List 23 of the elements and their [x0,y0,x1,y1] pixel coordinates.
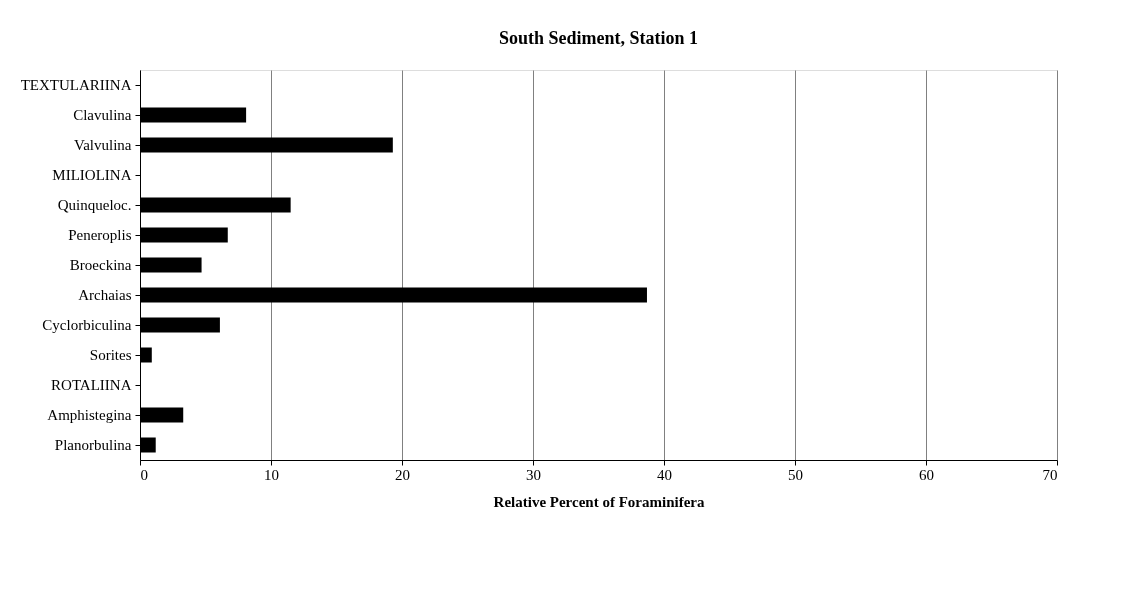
y-tick-label: Cyclorbiculina [42,317,132,333]
y-tick-label: TEXTULARIINA [20,77,132,93]
x-axis-title: Relative Percent of Foraminifera [493,493,705,510]
y-tick-label: Peneroplis [68,227,132,243]
x-tick-label: 70 [1042,466,1058,483]
y-tick-label: Broeckina [69,257,132,273]
x-tick-label: 40 [657,466,672,483]
x-tick-label: 0 [140,466,148,483]
x-tick-label: 10 [264,466,279,483]
y-tick-label: Quinqueloc. [57,197,132,213]
y-tick-label: Archaias [78,287,132,303]
y-tick-label: Amphistegina [47,407,132,423]
x-tick-label: 30 [526,466,541,483]
chart-title: South Sediment, Station 1 [498,28,699,48]
y-tick-label: Clavulina [73,107,132,123]
y-tick-label: ROTALIINA [51,377,132,393]
x-tick-label: 50 [788,466,803,483]
x-tick-label: 60 [919,466,934,483]
x-tick-label: 20 [395,466,410,483]
y-tick-label: MILIOLINA [52,167,132,183]
y-tick-label: Sorites [89,347,132,363]
y-tick-label: Planorbulina [54,437,132,453]
y-tick-label: Valvulina [74,137,132,153]
